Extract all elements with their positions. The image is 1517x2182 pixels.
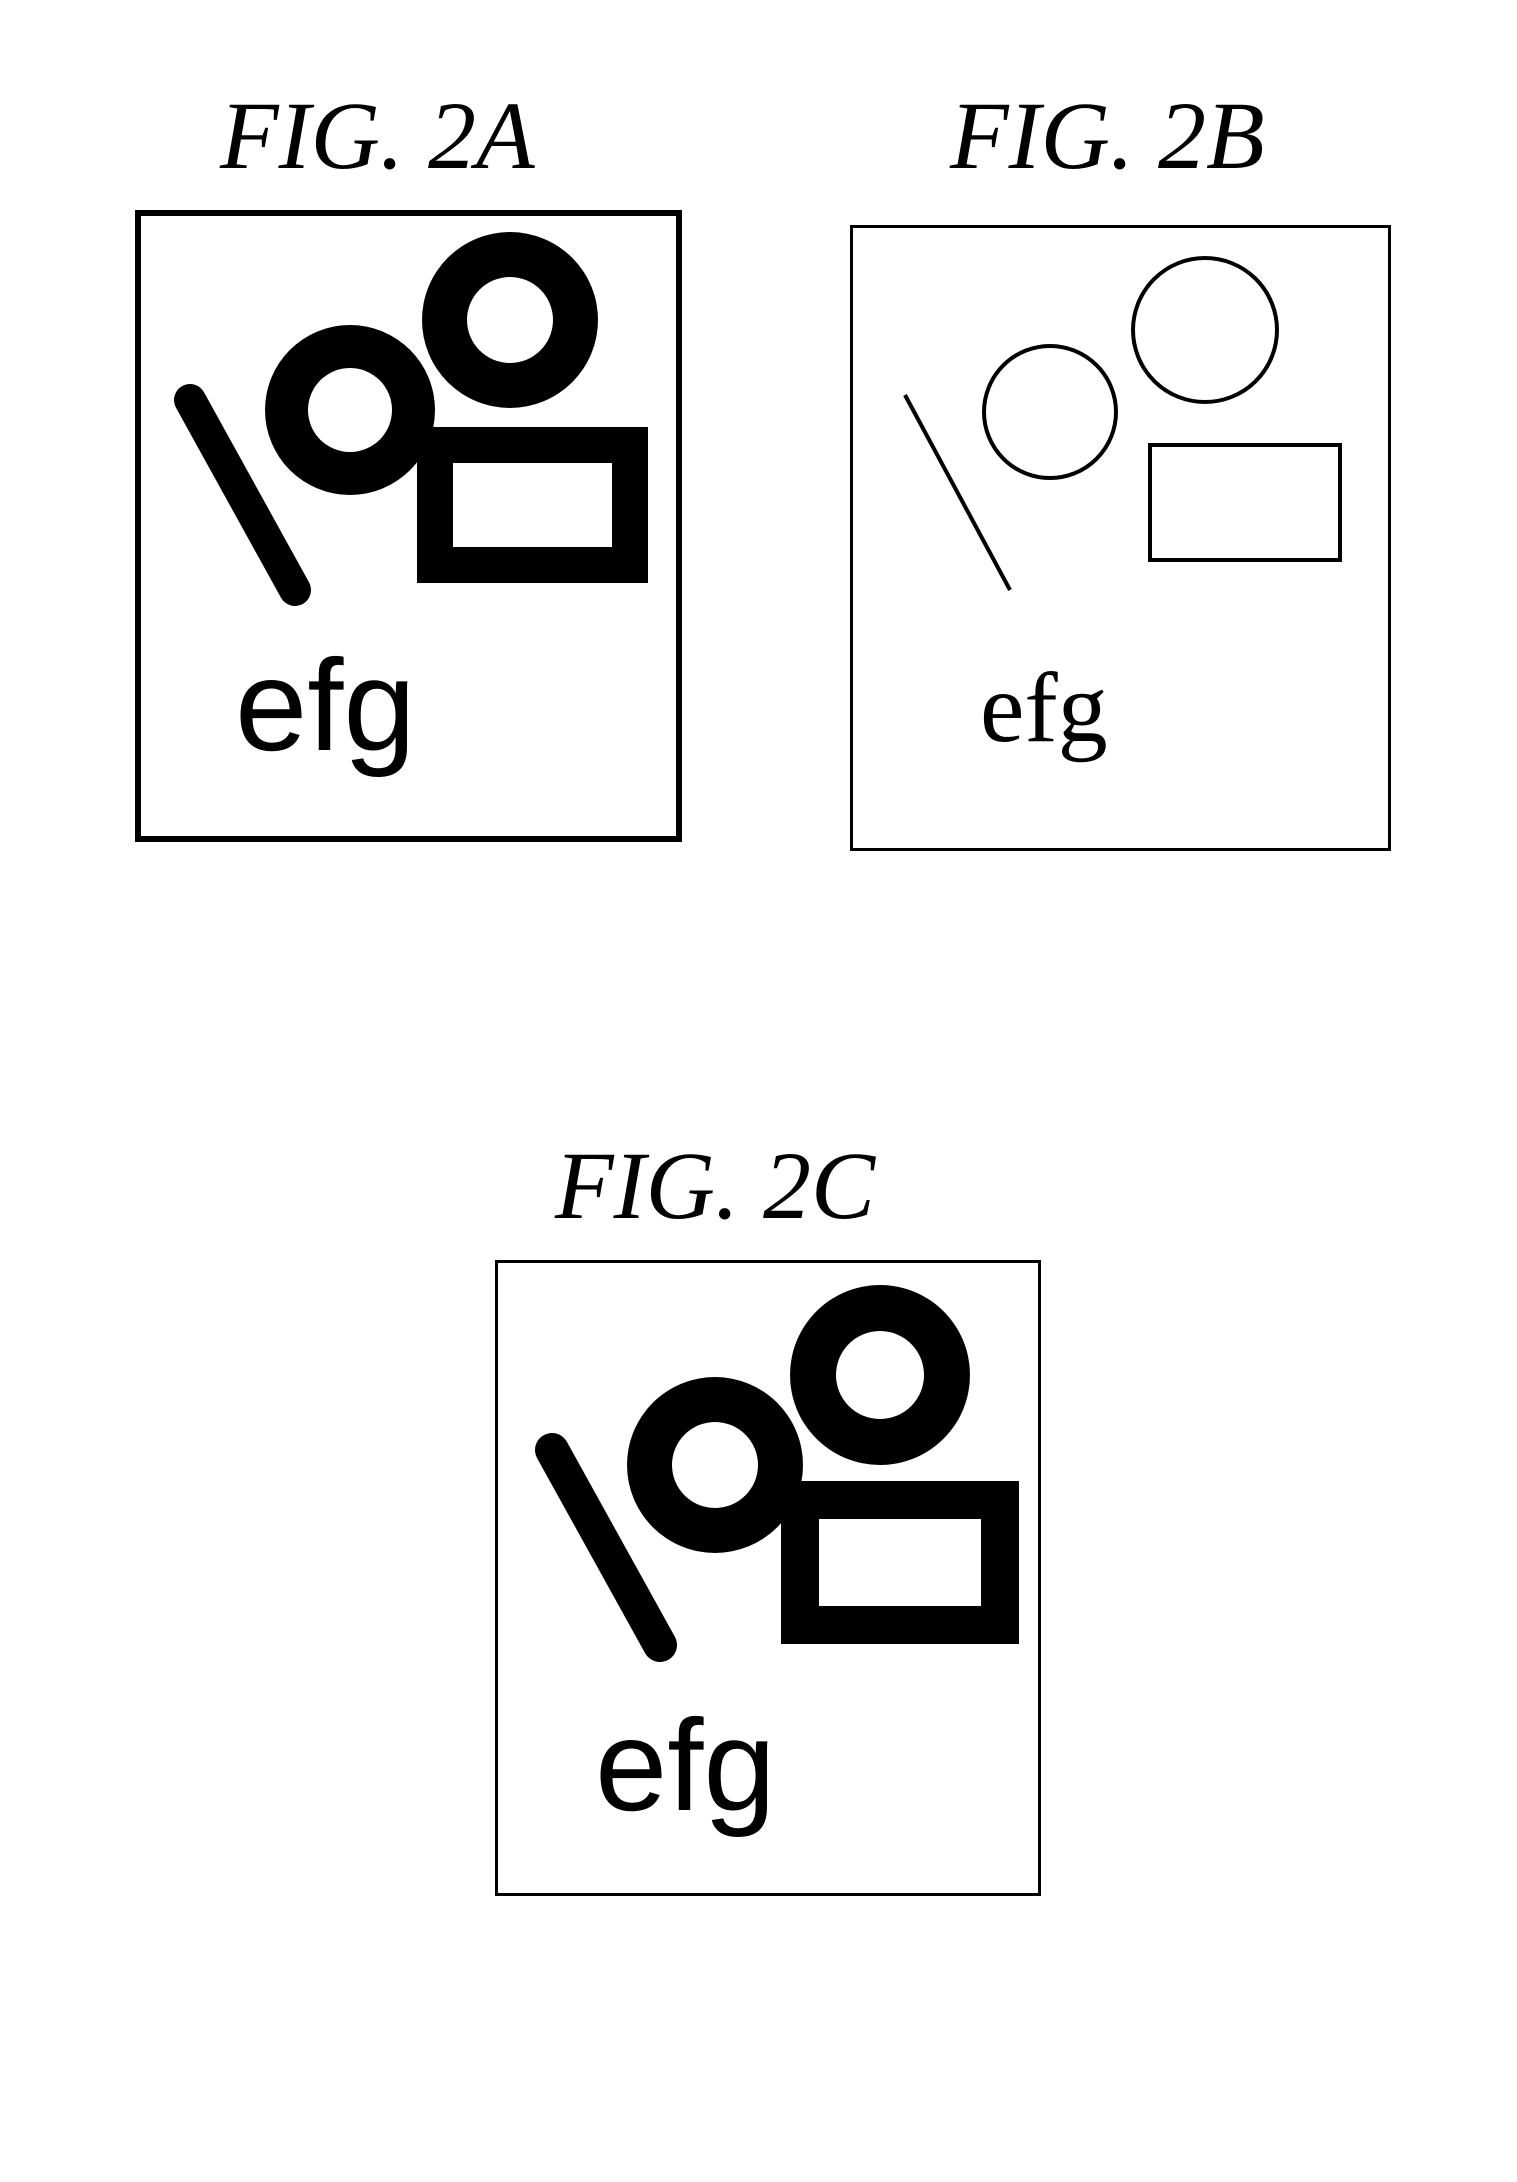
fig-c-ring1 <box>627 1377 803 1553</box>
fig-c-svg <box>0 0 1517 2182</box>
fig-c-ring2-inner <box>836 1331 924 1419</box>
fig-c-label: efg <box>595 1690 776 1840</box>
page: FIG. 2A efg FIG. 2B efg FIG. 2C <box>0 0 1517 2182</box>
fig-c-ring2 <box>790 1285 970 1465</box>
fig-c-rect <box>800 1500 1000 1625</box>
fig-c-ring1-inner <box>672 1422 758 1508</box>
